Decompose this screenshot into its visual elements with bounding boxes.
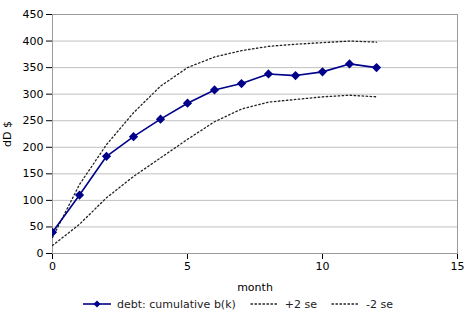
svg-text:100: 100 [23,194,44,207]
svg-text:0: 0 [37,247,44,260]
svg-text:150: 150 [23,167,44,180]
svg-text:350: 350 [23,61,44,74]
html-text:-2 se: -2 se [366,297,393,311]
svg-text:200: 200 [23,141,44,154]
svg-text:300: 300 [23,88,44,101]
html-text:+2 se: +2 se [284,297,317,311]
svg-text:15: 15 [451,260,465,273]
svg-text:month: month [237,281,273,294]
svg-text:50: 50 [30,220,44,233]
svg-text:400: 400 [23,35,44,48]
svg-text:dD $: dD $ [1,121,14,147]
svg-text:10: 10 [316,260,330,273]
svg-text:5: 5 [184,260,191,273]
svg-text:450: 450 [23,8,44,21]
svg-text:0: 0 [49,260,56,273]
html-text:debt: cumulative b(k): debt: cumulative b(k) [117,297,236,311]
svg-text:250: 250 [23,114,44,127]
